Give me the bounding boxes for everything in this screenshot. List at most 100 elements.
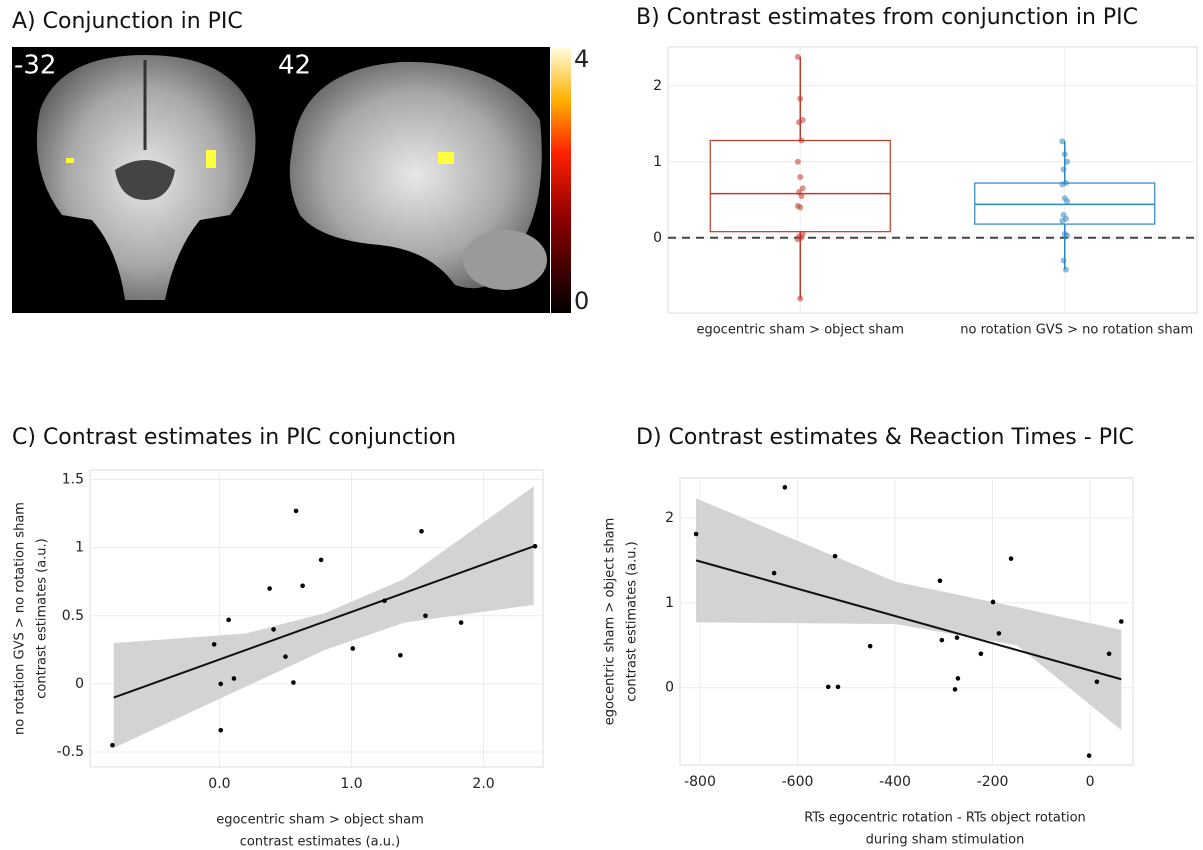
point — [218, 682, 223, 687]
x-tick-label: -200 — [977, 774, 1009, 790]
point — [783, 485, 788, 490]
point — [940, 638, 945, 643]
point — [382, 598, 387, 603]
point — [283, 654, 288, 659]
slice-label: 42 — [278, 51, 311, 81]
plot-area — [668, 47, 1197, 313]
point — [795, 159, 801, 165]
y-axis-label: contrast estimates (a.u.) — [625, 541, 640, 701]
brain-image — [12, 47, 571, 313]
panel-title: B) Contrast estimates from conjunction i… — [636, 5, 1138, 30]
point — [110, 743, 115, 748]
point — [271, 627, 276, 632]
colorbar-tick-label: 4 — [574, 45, 589, 73]
point — [300, 584, 305, 589]
point — [351, 646, 356, 651]
point — [423, 613, 428, 618]
point — [795, 54, 801, 60]
point — [868, 644, 873, 649]
point — [1064, 232, 1070, 238]
y-tick-label: 0 — [653, 230, 662, 246]
y-axis-label: egocentric sham > object sham — [603, 518, 618, 726]
point — [398, 653, 403, 658]
point — [1059, 138, 1065, 144]
point — [826, 685, 831, 690]
point — [772, 571, 777, 576]
point — [938, 578, 943, 583]
point — [798, 137, 804, 143]
y-axis-label: no rotation GVS > no rotation sham — [13, 502, 28, 735]
y-tick-label: 2 — [665, 510, 674, 526]
point — [1061, 258, 1067, 264]
point — [419, 529, 424, 534]
x-tick-label: no rotation GVS > no rotation sham — [960, 323, 1193, 338]
y-tick-label: 1.5 — [62, 472, 84, 488]
point — [956, 676, 961, 681]
point — [1064, 159, 1070, 165]
point — [997, 631, 1002, 636]
y-tick-label: 0 — [665, 680, 674, 696]
point — [267, 586, 272, 591]
x-tick-label: 0.0 — [208, 776, 230, 792]
panel-title: C) Contrast estimates in PIC conjunction — [12, 425, 456, 450]
x-axis-label: RTs egocentric rotation - RTs object rot… — [804, 811, 1086, 826]
point — [953, 687, 958, 692]
point — [1064, 198, 1070, 204]
point — [232, 676, 237, 681]
point — [797, 96, 803, 102]
point — [798, 193, 804, 199]
point — [796, 119, 802, 125]
point — [795, 236, 801, 242]
y-tick-label: 2 — [653, 78, 662, 94]
point — [979, 651, 984, 656]
point — [1063, 267, 1069, 273]
y-tick-label: 0.5 — [62, 608, 84, 624]
x-axis-label: egocentric sham > object sham — [216, 813, 424, 828]
point — [291, 680, 296, 685]
point — [991, 600, 996, 605]
y-tick-label: 1 — [653, 154, 662, 170]
x-tick-label: 2.0 — [472, 776, 494, 792]
point — [533, 544, 538, 549]
y-tick-label: 0 — [75, 676, 84, 692]
point — [836, 685, 841, 690]
point — [1059, 182, 1065, 188]
point — [1095, 679, 1100, 684]
point — [797, 174, 803, 180]
figure: A) Conjunction in PIC -32 42 0 4 B) Contrast … — [0, 0, 1203, 850]
point — [294, 509, 299, 514]
point — [218, 728, 223, 733]
x-tick-label: -800 — [684, 774, 716, 790]
x-tick-label: 0 — [1086, 774, 1095, 790]
point — [212, 642, 217, 647]
point — [459, 620, 464, 625]
point — [1087, 753, 1092, 758]
point — [797, 204, 803, 210]
point — [319, 558, 324, 563]
colorbar-tick-label: 0 — [574, 287, 589, 315]
y-tick-label: 1 — [75, 540, 84, 556]
x-axis-label: contrast estimates (a.u.) — [240, 835, 400, 850]
point — [1062, 151, 1068, 157]
x-tick-label: -400 — [879, 774, 911, 790]
x-axis-label: during sham stimulation — [866, 833, 1025, 848]
slice-label: -32 — [14, 51, 56, 81]
x-tick-label: 1.0 — [340, 776, 362, 792]
panel-title: A) Conjunction in PIC — [12, 9, 243, 34]
x-tick-label: egocentric sham > object sham — [696, 323, 904, 338]
point — [955, 635, 960, 640]
x-tick-label: -600 — [782, 774, 814, 790]
panel-title: D) Contrast estimates & Reaction Times -… — [636, 425, 1134, 450]
y-axis-label: contrast estimates (a.u.) — [35, 538, 50, 698]
point — [1009, 556, 1014, 561]
y-tick-label: -0.5 — [57, 744, 84, 760]
point — [1119, 619, 1124, 624]
point — [1061, 166, 1067, 172]
point — [1059, 218, 1065, 224]
point — [797, 296, 803, 302]
point — [1107, 651, 1112, 656]
y-tick-label: 1 — [665, 595, 674, 611]
point — [833, 554, 838, 559]
point — [694, 532, 699, 537]
point — [226, 618, 231, 623]
